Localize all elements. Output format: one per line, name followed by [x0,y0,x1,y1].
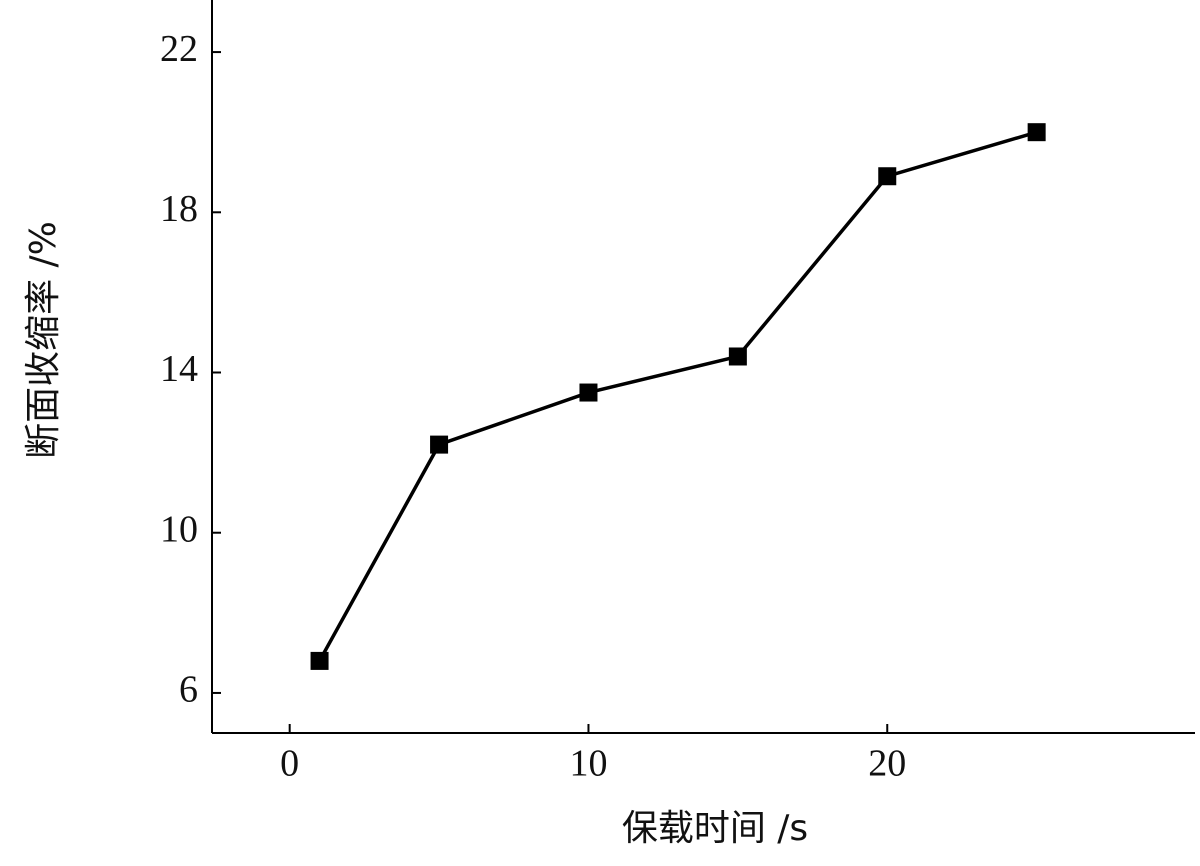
y-tick-label: 6 [179,669,198,711]
x-tick-label: 20 [868,743,906,785]
y-tick-label: 14 [160,348,198,390]
y-tick-label: 18 [160,188,198,230]
data-point [579,383,598,402]
data-point [310,651,329,670]
y-axis-title: 断面收缩率 /% [23,221,64,459]
y-tick-label: 22 [160,28,198,70]
data-point [878,167,897,186]
x-axis-title: 保载时间 /s [622,808,808,849]
series-line [318,130,1038,662]
y-tick-label: 10 [160,508,198,550]
data-point [430,435,449,454]
data-point [728,347,747,366]
x-tick-label: 0 [280,743,299,785]
data-point [1027,123,1046,142]
x-tick-label: 10 [569,743,607,785]
